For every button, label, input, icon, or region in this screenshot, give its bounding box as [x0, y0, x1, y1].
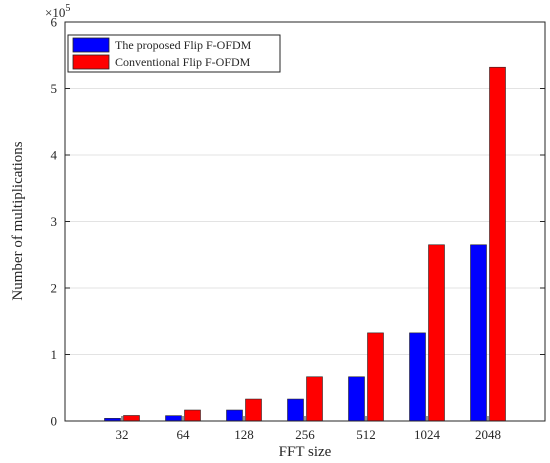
x-tick-label: 128 [234, 427, 254, 442]
bar-proposed-256 [287, 398, 304, 422]
x-tick-label: 32 [116, 427, 129, 442]
bar-conventional-128 [245, 398, 262, 422]
y-exponent: ×105 [45, 3, 70, 20]
x-axis-ticks: 32 64 128 256 512 1024 2048 [116, 416, 501, 442]
legend-label-conventional: Conventional Flip F-OFDM [115, 55, 251, 69]
y-tick-label: 5 [51, 81, 58, 96]
bar-proposed-1024 [409, 332, 426, 422]
x-tick-label: 256 [295, 427, 315, 442]
bar-proposed-2048 [470, 244, 487, 422]
y-tick-label: 1 [51, 347, 58, 362]
y-tick-label: 3 [51, 214, 58, 229]
legend-label-proposed: The proposed Flip F-OFDM [115, 38, 252, 52]
bar-conventional-1024 [428, 244, 445, 422]
bar-proposed-64 [165, 415, 182, 422]
bar-conventional-512 [367, 332, 384, 422]
bar-conventional-2048 [489, 66, 506, 422]
y-axis-label: Number of multiplications [10, 141, 26, 300]
bar-proposed-128 [226, 409, 243, 422]
x-tick-label: 512 [356, 427, 376, 442]
bar-conventional-64 [184, 409, 201, 422]
legend-swatch-proposed [72, 37, 110, 53]
legend-swatch-conventional [72, 54, 110, 70]
x-tick-label: 2048 [475, 427, 501, 442]
bar-conventional-256 [306, 376, 323, 422]
bars [104, 66, 506, 422]
bar-conventional-32 [123, 415, 140, 422]
bar-proposed-512 [348, 376, 365, 422]
y-tick-label: 2 [51, 281, 58, 296]
x-tick-label: 64 [177, 427, 191, 442]
y-axis-ticks: 0 1 2 3 4 5 6 [51, 15, 545, 429]
y-tick-label: 4 [51, 148, 58, 163]
y-tick-label: 0 [51, 414, 58, 429]
x-axis-label: FFT size [279, 444, 332, 460]
x-tick-label: 1024 [414, 427, 441, 442]
grid-lines [65, 88, 545, 355]
legend: The proposed Flip F-OFDM Conventional Fl… [67, 34, 281, 73]
y-tick-label: 6 [51, 15, 58, 30]
